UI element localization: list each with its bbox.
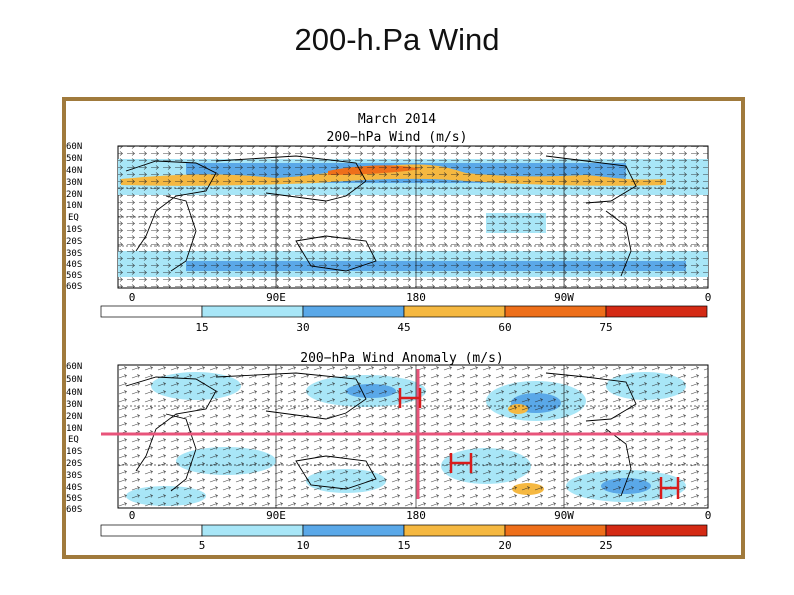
- top-lat-label: EQ: [68, 213, 79, 223]
- bottom-wind-vectors: [118, 365, 708, 508]
- top-panel: March 2014 200−hPa Wind (m/s): [66, 112, 711, 334]
- bottom-lat-label: 60S: [66, 505, 82, 515]
- top-colorbar-tick: 15: [195, 321, 208, 334]
- top-lon-label: 90E: [266, 291, 286, 304]
- top-lat-label: 60S: [66, 282, 82, 292]
- high-marker-1: [398, 388, 422, 408]
- top-lat-label: 50N: [66, 154, 82, 164]
- top-map-plot: 60N 50N 40N 30N 20N 10N EQ 10S 20S 30S 4…: [66, 142, 711, 304]
- top-colorbar-tick: 60: [498, 321, 511, 334]
- top-lat-label: 60N: [66, 142, 82, 152]
- bottom-grid: [118, 365, 708, 508]
- top-lat-label: 40N: [66, 166, 82, 176]
- top-colorbar-tick: 45: [397, 321, 410, 334]
- top-lat-label: 10S: [66, 225, 82, 235]
- high-marker-2: [449, 453, 473, 473]
- bottom-panel: 200−hPa Wind Anomaly (m/s): [66, 351, 711, 552]
- bottom-colorbar-tick: 10: [296, 539, 309, 552]
- bottom-lat-label: 60N: [66, 362, 82, 372]
- top-lat-label: 50S: [66, 271, 82, 281]
- map-frame: March 2014 200−hPa Wind (m/s): [62, 97, 745, 559]
- bottom-lat-label: 50S: [66, 494, 82, 504]
- top-lat-label: 10N: [66, 201, 82, 211]
- high-marker-3: [659, 477, 680, 499]
- map-figure: March 2014 200−hPa Wind (m/s): [66, 112, 711, 552]
- bottom-colorbar-tick: 15: [397, 539, 410, 552]
- top-wind-vectors: [118, 146, 708, 288]
- bottom-lat-label: EQ: [68, 435, 79, 445]
- bottom-lat-label: 10N: [66, 424, 82, 434]
- bottom-colorbar-tick: 25: [599, 539, 612, 552]
- bottom-lat-label: 10S: [66, 447, 82, 457]
- top-colorbar-tick: 30: [296, 321, 309, 334]
- bottom-coastlines: [125, 372, 637, 497]
- top-colorbar: 15 30 45 60 75: [100, 305, 708, 334]
- top-lat-label: 30S: [66, 249, 82, 259]
- top-lat-label: 20S: [66, 237, 82, 247]
- bottom-colorbar: 5 10 15 20 25: [100, 524, 708, 552]
- bottom-lat-label: 40S: [66, 483, 82, 493]
- bottom-lat-label: 20N: [66, 412, 82, 422]
- bottom-lat-label: 20S: [66, 459, 82, 469]
- bottom-lon-label: 90W: [554, 509, 574, 522]
- bottom-map-plot: 60N 50N 40N 30N 20N 10N EQ 10S 20S 30S 4…: [66, 362, 711, 522]
- bottom-lat-label: 40N: [66, 388, 82, 398]
- bottom-latitude-labels: 60N 50N 40N 30N 20N 10N EQ 10S 20S 30S 4…: [66, 362, 82, 515]
- top-colorbar-tick: 75: [599, 321, 612, 334]
- bottom-lon-label: 180: [406, 509, 426, 522]
- bottom-longitude-labels: 0 90E 180 90W 0: [129, 509, 712, 522]
- top-latitude-labels: 60N 50N 40N 30N 20N 10N EQ 10S 20S 30S 4…: [66, 142, 82, 292]
- bottom-lat-label: 30S: [66, 471, 82, 481]
- top-coastlines: [125, 155, 637, 277]
- top-lon-label: 0: [705, 291, 712, 304]
- top-lon-label: 0: [129, 291, 136, 304]
- top-lon-label: 90W: [554, 291, 574, 304]
- top-lat-label: 20N: [66, 190, 82, 200]
- top-grid: [118, 146, 708, 288]
- bottom-colorbar-tick: 20: [498, 539, 511, 552]
- top-panel-title-date: March 2014: [358, 112, 436, 127]
- bottom-lat-label: 50N: [66, 375, 82, 385]
- top-lon-label: 180: [406, 291, 426, 304]
- bottom-colorbar-tick: 5: [199, 539, 206, 552]
- bottom-panel-title: 200−hPa Wind Anomaly (m/s): [300, 351, 504, 366]
- top-lat-label: 30N: [66, 178, 82, 188]
- bottom-lat-label: 30N: [66, 400, 82, 410]
- bottom-lon-label: 0: [705, 509, 712, 522]
- slide-title: 200-h.Pa Wind: [294, 22, 500, 57]
- top-panel-title-variable: 200−hPa Wind (m/s): [327, 130, 468, 145]
- bottom-lon-label: 0: [129, 509, 136, 522]
- bottom-lon-label: 90E: [266, 509, 286, 522]
- top-lat-label: 40S: [66, 260, 82, 270]
- top-longitude-labels: 0 90E 180 90W 0: [129, 291, 712, 304]
